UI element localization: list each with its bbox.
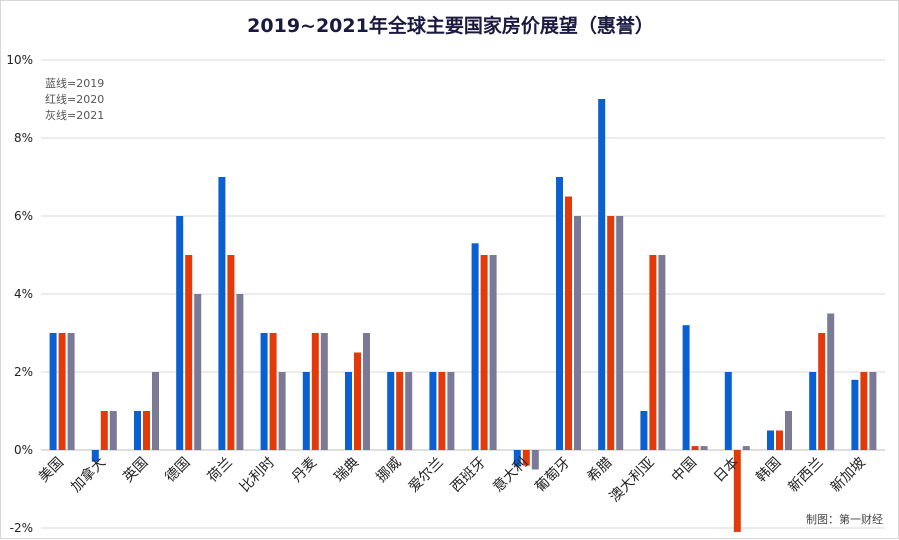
bar [724,372,732,450]
bar [556,177,563,450]
x-tick-label: 美国 [36,455,67,486]
x-tick-label: 韩国 [753,455,784,486]
bar [691,446,699,450]
bar [236,294,244,450]
x-tick-label: 新西兰 [786,455,827,496]
y-tick-label: 2% [14,365,33,379]
y-tick-label: 8% [14,131,33,145]
legend-note-line: 灰线=2021 [45,108,104,122]
bar [682,325,690,450]
x-tick-label: 挪威 [373,455,404,486]
bar [827,313,835,450]
bar [354,352,361,450]
bar [851,379,859,450]
bar [100,411,108,450]
bar [91,450,99,462]
bar [658,255,666,450]
chart-credit: 制图：第一财经 [806,512,883,526]
bar [320,333,328,450]
x-tick-label: 新加坡 [828,455,869,496]
bar [649,255,657,450]
bar [345,372,352,450]
y-tick-label: 6% [14,209,33,223]
x-tick-label: 比利时 [237,455,278,496]
x-tick-label: 西班牙 [448,455,489,496]
bar [227,255,235,450]
y-tick-label: 10% [6,53,33,67]
bar [565,196,572,450]
bar [480,255,488,450]
bar [742,446,750,450]
bar [522,450,530,466]
bar [818,333,826,450]
bar [776,430,783,450]
bar [260,333,268,450]
bar [531,450,539,470]
bar [387,372,395,450]
bars [49,99,877,532]
chart-title: 2019~2021年全球主要国家房价展望（惠誉） [247,15,654,37]
bar [471,243,479,450]
bar [429,372,437,450]
bar [194,294,202,450]
bar [176,216,184,450]
bar [860,372,868,450]
bar [489,255,497,450]
bar [447,372,455,450]
y-tick-label: 4% [14,287,33,301]
bar [58,333,66,450]
bar [67,333,75,450]
x-tick-label: 中国 [669,455,700,486]
x-tick-label: 丹麦 [289,455,320,486]
bar [607,216,615,450]
bar [302,372,310,450]
x-tick-label: 德国 [162,455,193,486]
bar [109,411,117,450]
x-tick-label: 意大利 [489,454,531,496]
bar [438,372,446,450]
bar [143,411,150,450]
x-tick-label: 荷兰 [205,455,236,486]
bar [809,372,817,450]
legend-note: 蓝线=2019 红线=2020 灰线=2021 [45,76,104,122]
bar [218,177,226,450]
gridlines [41,59,885,529]
bar [152,372,159,450]
y-tick-label: -2% [10,521,33,535]
bar [49,333,57,450]
bar [134,411,141,450]
bar [574,216,581,450]
bar [700,446,708,450]
bar [278,372,286,450]
bar [396,372,404,450]
bar [733,450,741,532]
bar [869,372,877,450]
bar [598,99,606,450]
bar [185,255,193,450]
x-tick-label: 澳大利亚 [607,455,658,506]
x-tick-label: 爱尔兰 [406,455,447,496]
y-tick-label: 0% [14,443,33,457]
x-tick-label: 希腊 [584,455,615,486]
bar [616,216,624,450]
bar [513,450,521,466]
x-tick-label: 加拿大 [67,454,109,496]
x-tick-label: 英国 [120,454,152,486]
bar [363,333,370,450]
bar [767,430,774,450]
bar [311,333,319,450]
legend-note-line: 红线=2020 [45,92,104,106]
bar [405,372,413,450]
x-tick-label: 瑞典 [331,455,362,486]
legend-note-line: 蓝线=2019 [45,76,104,90]
y-axis-ticks: -2% 0% 2% 4% 6% 8% 10% [6,53,33,535]
bar [269,333,277,450]
bar [785,411,792,450]
bar [640,411,648,450]
